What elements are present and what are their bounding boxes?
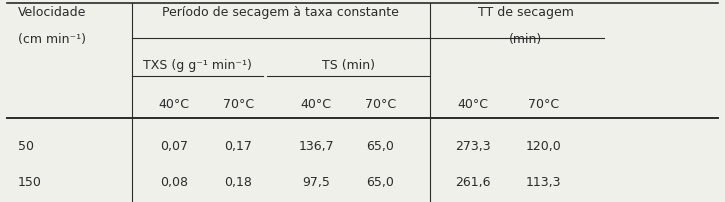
Text: 40°C: 40°C bbox=[301, 97, 332, 110]
Text: (cm min⁻¹): (cm min⁻¹) bbox=[18, 33, 86, 46]
Text: TT de secagem: TT de secagem bbox=[478, 6, 574, 19]
Text: 0,08: 0,08 bbox=[160, 175, 188, 188]
Text: Período de secagem à taxa constante: Período de secagem à taxa constante bbox=[162, 6, 399, 19]
Text: 65,0: 65,0 bbox=[366, 140, 394, 153]
Text: (min): (min) bbox=[509, 33, 542, 46]
Text: 70°C: 70°C bbox=[223, 97, 254, 110]
Text: 0,17: 0,17 bbox=[224, 140, 252, 153]
Text: 70°C: 70°C bbox=[365, 97, 396, 110]
Text: 120,0: 120,0 bbox=[526, 140, 562, 153]
Text: 65,0: 65,0 bbox=[366, 175, 394, 188]
Text: 136,7: 136,7 bbox=[299, 140, 334, 153]
Text: 40°C: 40°C bbox=[457, 97, 488, 110]
Text: TS (min): TS (min) bbox=[322, 58, 375, 71]
Text: 50: 50 bbox=[18, 140, 34, 153]
Text: 97,5: 97,5 bbox=[302, 175, 331, 188]
Text: 273,3: 273,3 bbox=[455, 140, 490, 153]
Text: 0,18: 0,18 bbox=[224, 175, 252, 188]
Text: TXS (g g⁻¹ min⁻¹): TXS (g g⁻¹ min⁻¹) bbox=[143, 58, 252, 71]
Text: 40°C: 40°C bbox=[159, 97, 190, 110]
Text: 150: 150 bbox=[18, 175, 42, 188]
Text: 70°C: 70°C bbox=[528, 97, 559, 110]
Text: 113,3: 113,3 bbox=[526, 175, 561, 188]
Text: Velocidade: Velocidade bbox=[18, 6, 86, 19]
Text: 261,6: 261,6 bbox=[455, 175, 490, 188]
Text: 0,07: 0,07 bbox=[160, 140, 188, 153]
